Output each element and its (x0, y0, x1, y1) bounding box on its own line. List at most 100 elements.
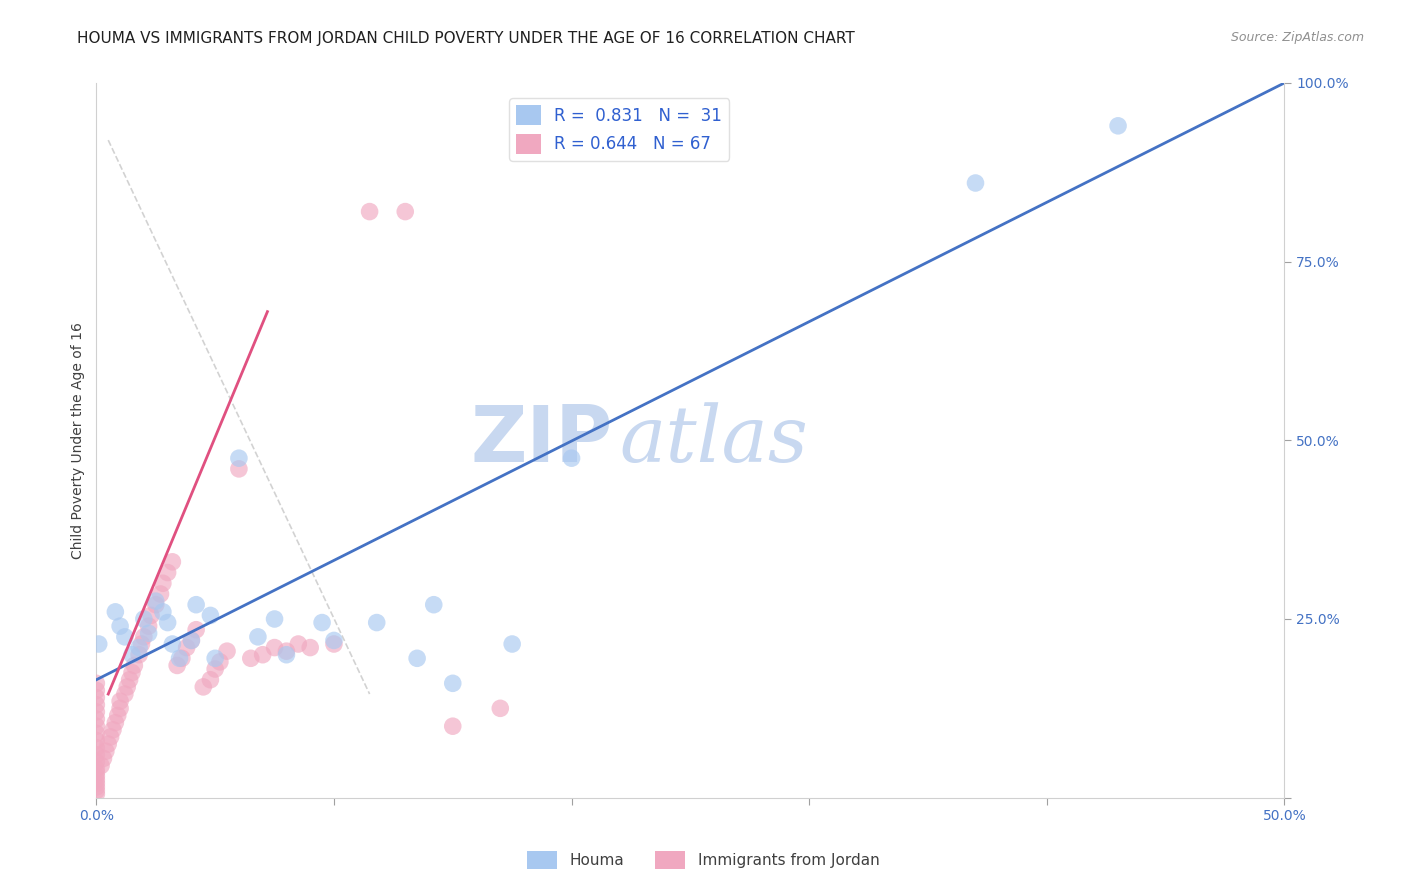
Point (121, 648, 143, 662)
Point (276, 648, 298, 662)
Point (101, 723, 124, 737)
Point (86, 747, 108, 762)
Point (252, 648, 274, 662)
Point (186, 598, 208, 612)
Point (108, 701, 131, 715)
Point (287, 637, 309, 651)
Point (104, 605, 127, 619)
Point (86, 683, 108, 698)
Point (86, 712, 108, 726)
Text: ZIP: ZIP (471, 402, 613, 478)
Point (359, 204, 381, 219)
Point (128, 648, 150, 662)
Point (121, 665, 143, 680)
Point (263, 612, 285, 626)
Point (86, 698, 108, 712)
Point (108, 619, 131, 633)
Point (406, 651, 429, 665)
Point (152, 605, 174, 619)
Point (138, 619, 160, 633)
Point (423, 598, 446, 612)
Point (86, 787, 108, 801)
Point (139, 608, 162, 623)
Point (299, 640, 322, 655)
Point (323, 633, 346, 648)
Text: atlas: atlas (619, 402, 808, 478)
Point (86, 762, 108, 776)
Point (180, 633, 202, 648)
Point (86, 740, 108, 755)
Point (114, 687, 136, 701)
Point (86, 772, 108, 787)
Y-axis label: Child Poverty Under the Age of 16: Child Poverty Under the Age of 16 (72, 322, 86, 558)
Point (132, 630, 155, 644)
Point (186, 623, 208, 637)
Point (228, 462, 250, 476)
Point (311, 615, 333, 630)
Point (441, 719, 464, 733)
Point (228, 451, 250, 466)
Point (170, 651, 193, 665)
Point (118, 673, 141, 687)
Point (561, 451, 583, 466)
Point (132, 612, 155, 626)
Point (501, 637, 523, 651)
Point (86, 780, 108, 794)
Point (204, 651, 226, 665)
Point (97, 737, 120, 751)
Point (86, 733, 108, 747)
Point (394, 204, 416, 219)
Point (276, 644, 298, 658)
Point (263, 640, 285, 655)
Point (90, 758, 112, 772)
Point (86, 726, 108, 740)
Point (200, 673, 222, 687)
Legend: R =  0.831   N =  31, R = 0.644   N = 67: R = 0.831 N = 31, R = 0.644 N = 67 (509, 98, 728, 161)
Point (1107, 119, 1129, 133)
Point (162, 637, 184, 651)
Point (366, 615, 388, 630)
Point (138, 626, 160, 640)
Point (86, 705, 108, 719)
Point (124, 658, 146, 673)
Point (86, 676, 108, 690)
Point (145, 594, 167, 608)
Point (86, 690, 108, 705)
Point (86, 776, 108, 790)
Point (145, 598, 167, 612)
Point (87, 637, 110, 651)
Point (215, 644, 238, 658)
Text: Source: ZipAtlas.com: Source: ZipAtlas.com (1230, 31, 1364, 45)
Point (193, 680, 215, 694)
Point (156, 566, 179, 580)
Point (156, 615, 179, 630)
Point (93, 751, 115, 765)
Point (86, 783, 108, 797)
Point (246, 630, 269, 644)
Point (169, 651, 191, 665)
Point (441, 676, 464, 690)
Point (149, 587, 172, 601)
Point (114, 630, 136, 644)
Point (239, 651, 262, 665)
Point (131, 637, 153, 651)
Point (162, 555, 184, 569)
Point (86, 755, 108, 769)
Point (323, 637, 346, 651)
Point (86, 719, 108, 733)
Point (176, 640, 198, 655)
Point (86, 765, 108, 780)
Point (107, 708, 129, 723)
Text: HOUMA VS IMMIGRANTS FROM JORDAN CHILD POVERTY UNDER THE AGE OF 16 CORRELATION CH: HOUMA VS IMMIGRANTS FROM JORDAN CHILD PO… (77, 31, 855, 46)
Point (94, 744, 117, 758)
Point (180, 633, 202, 648)
Legend: Houma, Immigrants from Jordan: Houma, Immigrants from Jordan (520, 845, 886, 875)
Point (128, 640, 150, 655)
Point (166, 658, 188, 673)
Point (204, 662, 226, 676)
Point (108, 694, 131, 708)
Point (208, 655, 231, 669)
Point (965, 176, 987, 190)
Point (152, 576, 174, 591)
Point (104, 715, 127, 730)
